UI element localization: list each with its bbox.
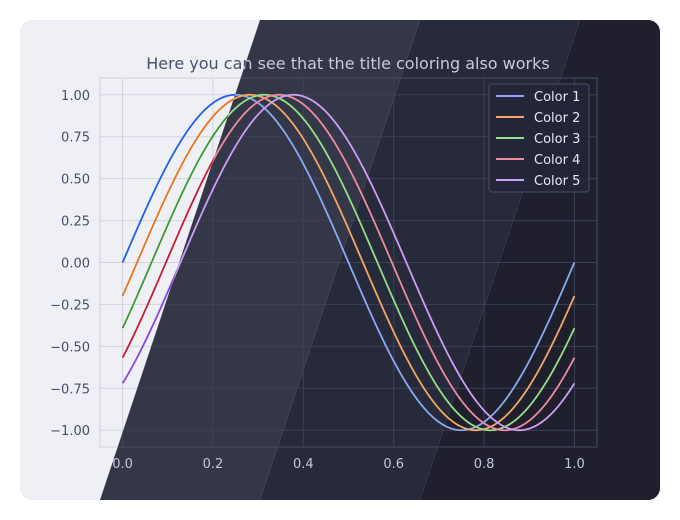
- x-tick-label: 0.0: [112, 457, 133, 472]
- series-line-2: [121, 93, 260, 432]
- legend: Color 1 Color 2 Color 3 Color 4 Color 5: [488, 83, 590, 193]
- x-tick-label: 1.0: [564, 457, 585, 472]
- y-tick-label: −1.00: [50, 424, 90, 439]
- legend-label-5: Color 5: [534, 174, 580, 189]
- y-tick-label: −0.50: [50, 340, 90, 355]
- y-tick-label: 0.75: [61, 131, 90, 146]
- x-tick-label: 0.8: [474, 457, 495, 472]
- chart-title-dark: Here you can see that the title coloring…: [146, 54, 549, 73]
- x-tick-label: 0.2: [203, 457, 224, 472]
- legend-label-2: Color 2: [534, 111, 580, 126]
- dark-band-3: [420, 20, 660, 500]
- x-tick-label: 0.4: [293, 457, 314, 472]
- legend-label-4: Color 4: [534, 153, 580, 168]
- tick-labels-dark: 0.00.20.40.60.81.01.000.750.500.250.00−0…: [112, 457, 585, 472]
- series-line-4: [121, 93, 260, 432]
- y-tick-label: 1.00: [61, 89, 90, 104]
- y-tick-label: −0.75: [50, 382, 90, 397]
- dark-band-1: [100, 20, 420, 500]
- series-line-1: [121, 93, 260, 432]
- plot-frame-dark: [100, 77, 598, 448]
- legend-box: [488, 83, 590, 193]
- y-tick-label: 0.50: [61, 173, 90, 188]
- plot-frame-light: [99, 77, 260, 448]
- chart-title-light: Here you can see that the title coloring…: [146, 54, 549, 73]
- series-line-3: [121, 93, 260, 432]
- x-tick-label: 0.6: [383, 457, 404, 472]
- y-tick-label: 0.25: [61, 215, 90, 230]
- y-tick-label: 0.00: [61, 257, 90, 272]
- dark-layer: 0.00.20.40.60.81.01.000.750.500.250.00−0…: [100, 54, 598, 472]
- legend-label-1: Color 1: [534, 90, 580, 105]
- legend-label-3: Color 3: [534, 132, 580, 147]
- y-tick-label: −0.25: [50, 298, 90, 313]
- series-line-5: [121, 93, 576, 432]
